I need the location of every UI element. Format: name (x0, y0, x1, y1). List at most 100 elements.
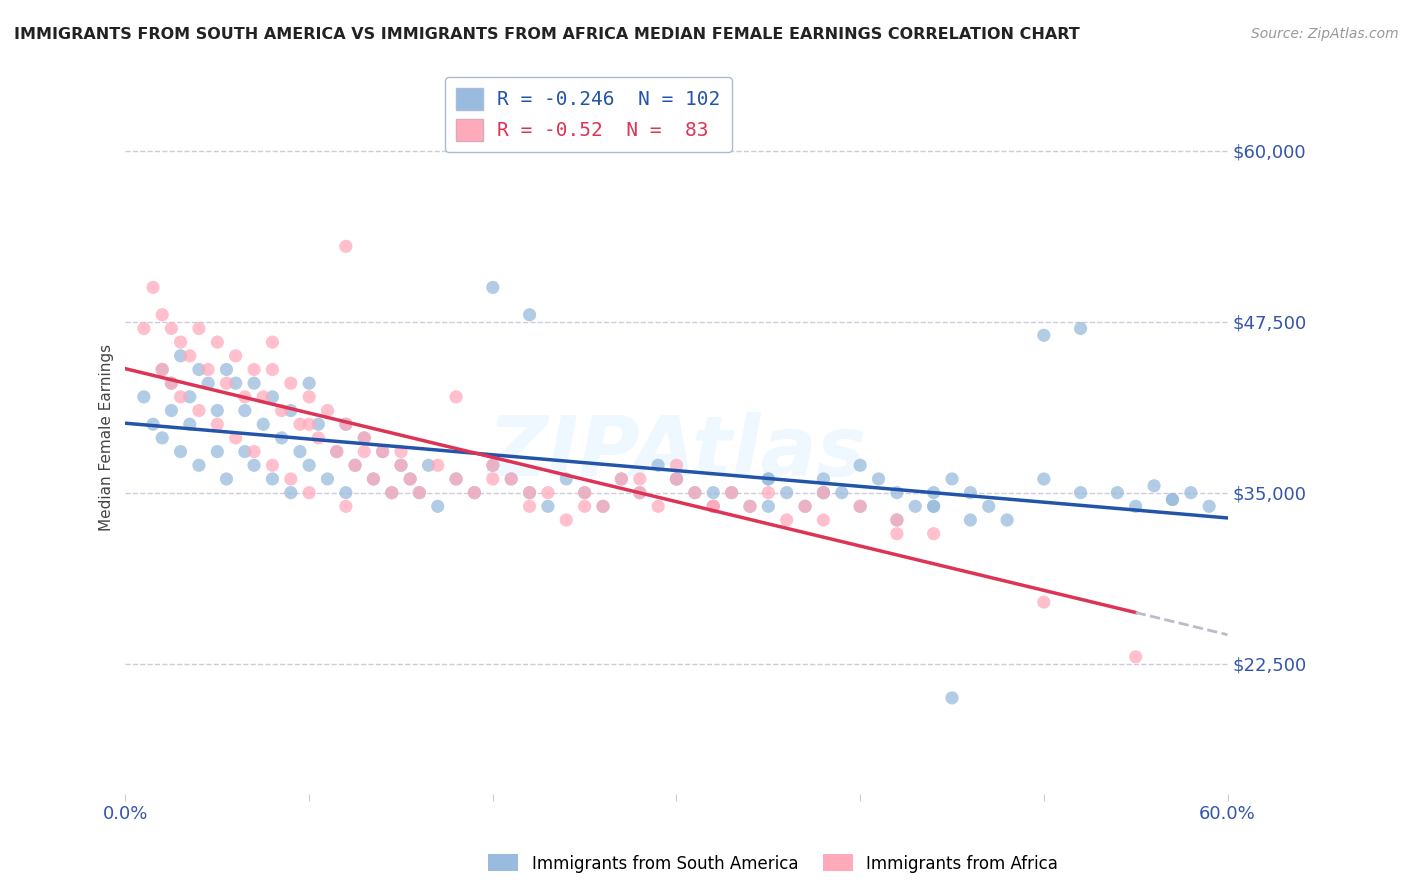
Point (592, 500, 614, 514)
Point (335, 500, 357, 514)
Point (1125, 500, 1147, 514)
Point (1143, 479, 1166, 493)
Point (555, 472, 578, 486)
Point (959, 513, 981, 527)
Point (225, 376, 247, 391)
Point (813, 485, 835, 500)
Point (288, 444, 311, 458)
Point (555, 513, 578, 527)
Point (280, 376, 302, 391)
Point (574, 500, 596, 514)
Point (389, 458, 412, 473)
Point (187, 458, 209, 473)
Point (262, 362, 284, 376)
Point (243, 458, 266, 473)
Point (1161, 492, 1184, 507)
Point (353, 444, 375, 458)
Point (150, 308, 173, 322)
Point (262, 390, 284, 404)
Point (702, 500, 724, 514)
Point (444, 472, 467, 486)
Point (215, 362, 238, 376)
Point (408, 485, 430, 500)
Point (150, 362, 173, 376)
Point (187, 362, 209, 376)
Point (977, 500, 1000, 514)
Point (959, 485, 981, 500)
Point (628, 485, 651, 500)
Point (288, 417, 311, 432)
Point (335, 417, 357, 432)
Point (215, 472, 238, 486)
Point (776, 485, 799, 500)
Point (381, 485, 404, 500)
Point (1032, 472, 1054, 486)
Point (270, 403, 292, 417)
Point (280, 403, 302, 417)
Point (647, 458, 669, 473)
Point (1070, 485, 1092, 500)
Point (262, 458, 284, 473)
Point (501, 472, 523, 486)
Point (1198, 500, 1220, 514)
Point (353, 431, 375, 445)
Point (610, 472, 633, 486)
Point (371, 444, 394, 458)
Point (941, 472, 963, 486)
Point (886, 513, 908, 527)
Point (702, 500, 724, 514)
Point (160, 321, 183, 335)
Point (418, 458, 440, 473)
Point (280, 485, 302, 500)
Point (325, 444, 347, 458)
Point (941, 690, 963, 705)
Point (665, 472, 688, 486)
Point (702, 500, 724, 514)
Point (813, 472, 835, 486)
Point (922, 500, 945, 514)
Point (408, 485, 430, 500)
Point (179, 417, 201, 432)
Point (150, 362, 173, 376)
Point (756, 472, 779, 486)
Point (169, 335, 191, 350)
Point (353, 431, 375, 445)
Legend: R = -0.246  N = 102, R = -0.52  N =  83: R = -0.246 N = 102, R = -0.52 N = 83 (446, 77, 731, 152)
Point (738, 500, 761, 514)
Point (482, 458, 505, 473)
Point (307, 417, 329, 432)
Point (316, 403, 339, 417)
Point (307, 431, 329, 445)
Point (756, 485, 779, 500)
Point (389, 458, 412, 473)
Point (207, 335, 229, 350)
Point (720, 485, 742, 500)
Point (399, 472, 422, 486)
Point (501, 472, 523, 486)
Point (225, 431, 247, 445)
Point (519, 500, 541, 514)
Point (574, 485, 596, 500)
Point (647, 500, 669, 514)
Point (298, 417, 321, 432)
Point (720, 485, 742, 500)
Point (270, 431, 292, 445)
Point (187, 403, 209, 417)
Point (849, 500, 872, 514)
Point (537, 485, 560, 500)
Point (444, 472, 467, 486)
Point (179, 390, 201, 404)
Point (794, 500, 817, 514)
Point (813, 485, 835, 500)
Point (886, 513, 908, 527)
Point (463, 485, 485, 500)
Point (150, 431, 173, 445)
Point (519, 485, 541, 500)
Point (702, 485, 724, 500)
Point (831, 485, 853, 500)
Point (169, 444, 191, 458)
Point (537, 500, 560, 514)
Point (904, 500, 927, 514)
Point (325, 444, 347, 458)
Point (169, 390, 191, 404)
